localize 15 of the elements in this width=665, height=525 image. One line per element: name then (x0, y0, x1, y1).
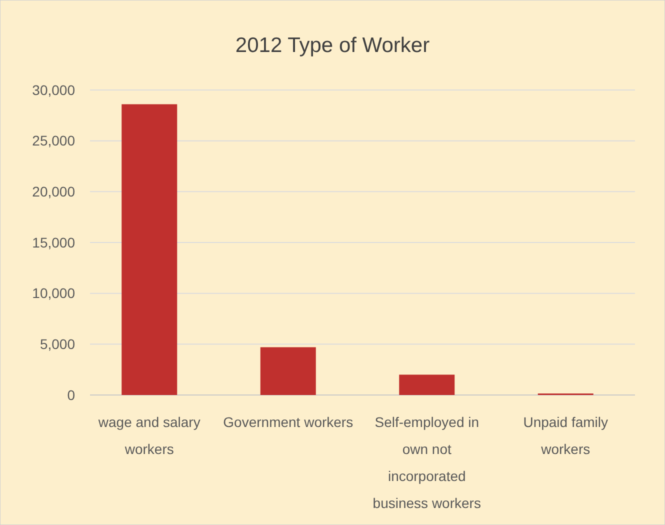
y-tick-label: 30,000 (32, 82, 76, 98)
x-tick-label: Self-employed in own not incorporated business workers (372, 414, 481, 511)
bar (260, 347, 316, 395)
y-tick-label: 20,000 (32, 184, 76, 200)
bar (122, 104, 178, 395)
y-tick-label: 25,000 (32, 132, 76, 149)
x-tick-label: wage and salary workers (97, 414, 200, 457)
y-tick-label: 10,000 (32, 285, 76, 302)
x-tick-label: Government workers (223, 414, 354, 430)
x-tick-label: Unpaid family workers (523, 414, 608, 457)
bar (399, 374, 455, 395)
y-tick-label: 0 (67, 386, 76, 403)
chart-title: 2012 Type of Worker (235, 34, 430, 57)
y-tick-label: 15,000 (32, 234, 76, 250)
y-tick-label: 5,000 (40, 336, 76, 352)
